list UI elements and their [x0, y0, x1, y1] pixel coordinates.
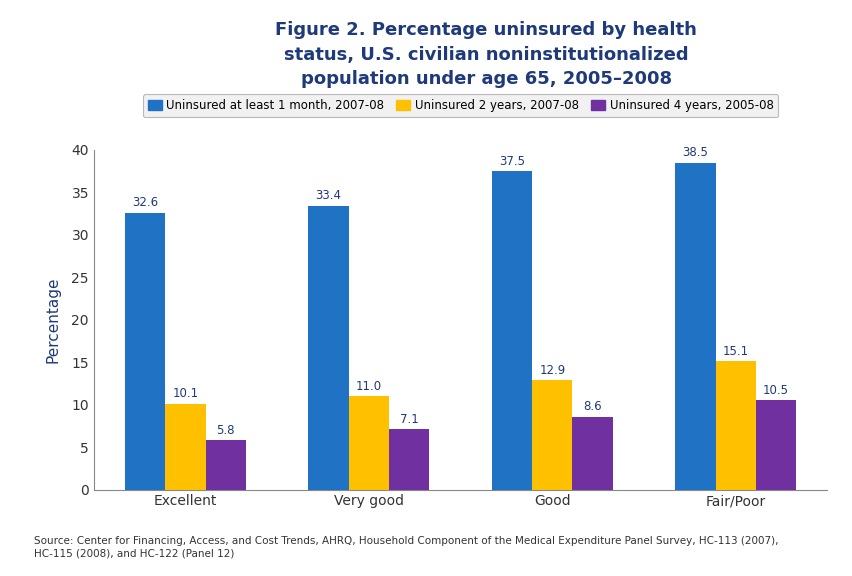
Text: 33.4: 33.4: [315, 190, 341, 202]
Bar: [675, 162, 715, 490]
Bar: [492, 171, 532, 490]
Bar: [308, 206, 348, 490]
Bar: [205, 440, 245, 490]
Text: 37.5: 37.5: [498, 154, 524, 168]
Bar: [165, 404, 205, 490]
Text: 15.1: 15.1: [722, 345, 748, 358]
Bar: [348, 396, 389, 490]
Text: 32.6: 32.6: [132, 196, 158, 209]
Text: 7.1: 7.1: [400, 413, 418, 426]
Text: 5.8: 5.8: [216, 424, 235, 437]
Bar: [715, 361, 755, 490]
Bar: [755, 400, 795, 490]
Bar: [125, 213, 165, 490]
Text: 8.6: 8.6: [583, 400, 602, 413]
Text: 12.9: 12.9: [538, 363, 565, 377]
Bar: [572, 416, 612, 490]
Text: Source: Center for Financing, Access, and Cost Trends, AHRQ, Household Component: Source: Center for Financing, Access, an…: [34, 536, 778, 559]
Text: 38.5: 38.5: [682, 146, 707, 159]
Bar: [532, 380, 572, 490]
Legend: Uninsured at least 1 month, 2007-08, Uninsured 2 years, 2007-08, Uninsured 4 yea: Uninsured at least 1 month, 2007-08, Uni…: [142, 94, 778, 117]
Text: 11.0: 11.0: [355, 380, 382, 393]
Bar: [389, 429, 429, 490]
Text: Figure 2. Percentage uninsured by health
status, U.S. civilian noninstitutionali: Figure 2. Percentage uninsured by health…: [275, 21, 696, 88]
Text: 10.1: 10.1: [172, 388, 199, 400]
Y-axis label: Percentage: Percentage: [45, 276, 60, 363]
Text: 10.5: 10.5: [763, 384, 788, 397]
